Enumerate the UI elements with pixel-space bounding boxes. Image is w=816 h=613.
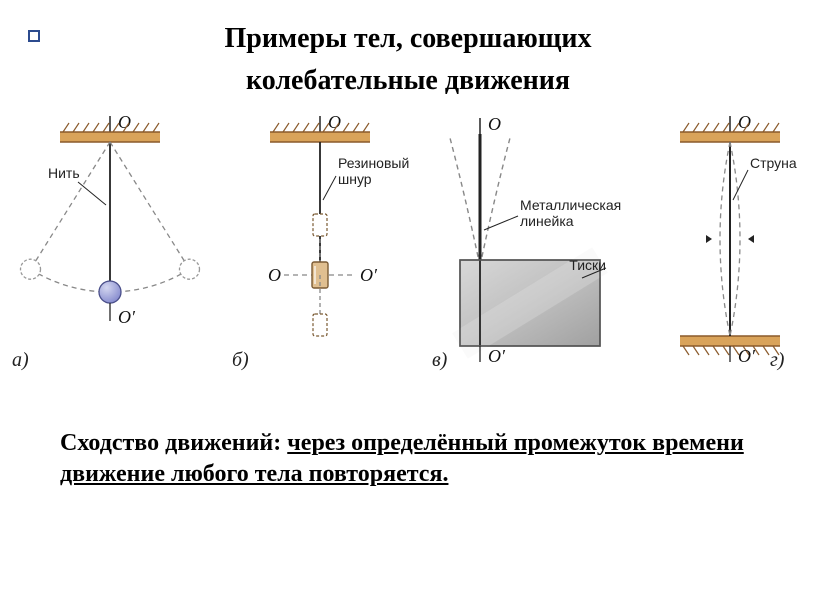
caption: Сходство движений: через определённый пр… — [0, 380, 816, 490]
panel-a-svg: OO′Нить — [0, 110, 220, 380]
panel-c-svg: OO′МеталлическаялинейкаТиски — [420, 110, 640, 380]
panel-b-letter: б) — [232, 349, 249, 372]
slide-bullet — [28, 30, 40, 42]
svg-text:Металлическая: Металлическая — [520, 197, 621, 213]
panel-a-letter: а) — [12, 349, 29, 372]
svg-text:шнур: шнур — [338, 171, 372, 187]
panel-b-rubber-cord: OOO′Резиновыйшнур б) — [220, 110, 420, 380]
svg-text:Струна: Струна — [750, 155, 797, 171]
svg-text:Нить: Нить — [48, 165, 80, 181]
figure-area: OO′Нить а) OOO′Резиновыйшнур б) OO′Метал… — [0, 110, 816, 380]
panel-c-letter: в) — [432, 349, 447, 372]
svg-text:O′: O′ — [360, 265, 378, 285]
panel-b-svg: OOO′Резиновыйшнур — [220, 110, 420, 380]
panel-a-thread-pendulum: OO′Нить а) — [0, 110, 220, 380]
slide-title: Примеры тел, совершающих колебательные д… — [0, 0, 816, 102]
title-line-1: Примеры тел, совершающих — [0, 18, 816, 60]
svg-text:O: O — [488, 114, 501, 134]
panel-c-metal-ruler: OO′МеталлическаялинейкаТиски в) — [420, 110, 640, 380]
title-line-2: колебательные движения — [0, 60, 816, 102]
svg-text:O′: O′ — [118, 307, 136, 327]
svg-text:O′: O′ — [488, 346, 506, 366]
panel-d-letter: г) — [770, 349, 784, 372]
panel-d-string: OO′Струна г) — [640, 110, 816, 380]
panel-d-svg: OO′Струна — [640, 110, 816, 380]
svg-text:Резиновый: Резиновый — [338, 155, 409, 171]
svg-text:линейка: линейка — [520, 213, 574, 229]
caption-lead: Сходство движений: — [60, 430, 287, 456]
svg-text:O′: O′ — [738, 346, 756, 366]
svg-text:O: O — [268, 265, 281, 285]
